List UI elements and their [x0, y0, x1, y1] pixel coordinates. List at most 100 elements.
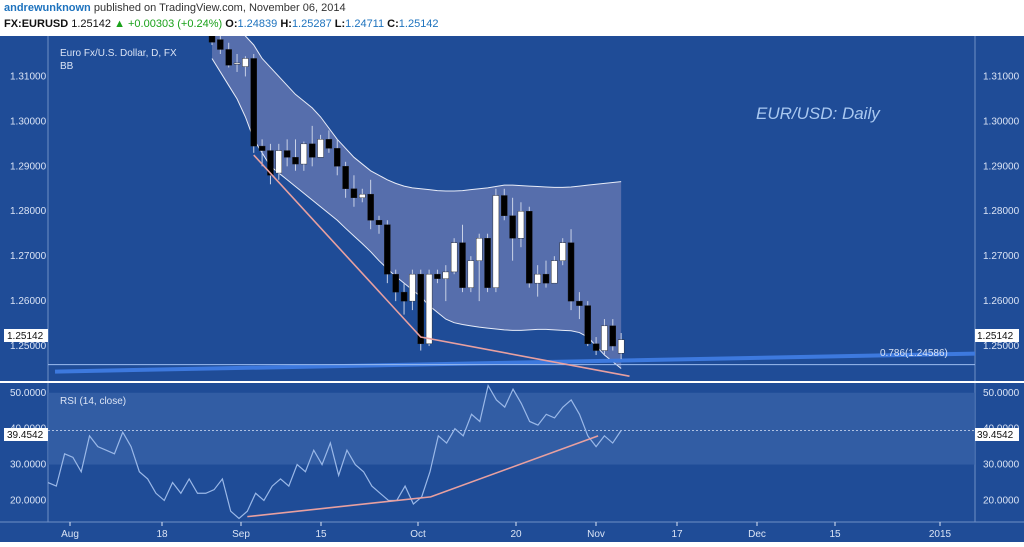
candle-down [501, 195, 508, 216]
candle-up [492, 195, 500, 288]
time-tick-label: Dec [748, 529, 766, 540]
candle-down [459, 242, 466, 288]
price-tick-right: 1.25000 [983, 341, 1020, 352]
candle-down [567, 242, 575, 302]
price-tick-left: 1.31000 [10, 71, 47, 82]
chart-canvas[interactable]: 1.31000 1.31000 1.30000 1.30000 1.29000 1.290… [0, 15, 1024, 542]
price-tick-left: 1.30000 [10, 116, 47, 127]
price-tick-right: 1.30000 [983, 116, 1020, 127]
price-tick-right: 1.27000 [983, 251, 1020, 262]
candle-down [384, 224, 391, 275]
candle-down [292, 157, 299, 165]
bollinger-band-fill [212, 15, 622, 369]
fib-level-label: 0.786(1.24586) [880, 348, 948, 359]
chart-frame[interactable]: 1.31000 1.31000 1.30000 1.30000 1.29000 1.290… [0, 15, 1024, 542]
time-tick-label: 17 [671, 529, 683, 540]
last-price-left: 1.25142 [7, 331, 44, 342]
candle-up [534, 273, 541, 284]
rsi-value-tag-left [4, 428, 48, 441]
candle-down [283, 150, 291, 158]
rsi-tick-left: 20.0000 [10, 495, 47, 506]
candle-down [576, 300, 583, 306]
time-tick-label: 20 [510, 529, 522, 540]
rsi-trendline [247, 435, 599, 518]
candle-down [267, 150, 274, 176]
author-link[interactable]: andrewunknown [4, 2, 91, 14]
candle-up [317, 139, 324, 158]
candle-down [609, 325, 616, 347]
candle-down [342, 166, 349, 189]
candle-up [517, 211, 525, 239]
close-label: C: [387, 18, 399, 30]
bollinger-lower-line [211, 58, 622, 369]
price-pane[interactable]: 1.31000 1.31000 1.30000 1.30000 1.29000 1.290… [0, 15, 1024, 522]
candle-down [367, 193, 374, 221]
rsi-pane[interactable]: 50.000050.000040.000040.000030.000030.00… [10, 383, 1020, 520]
candle-down [334, 148, 341, 167]
price-tick-left: 1.26000 [10, 296, 47, 307]
candle-up [559, 242, 566, 261]
candle-up [242, 58, 249, 67]
rsi-value-right: 39.4542 [977, 430, 1014, 441]
candle-down [325, 139, 333, 149]
rsi-value-tag-right [975, 428, 1019, 441]
low-label: L: [334, 18, 346, 30]
candle-up [467, 260, 475, 288]
last-price-tag-left [4, 329, 48, 342]
time-tick-label: Nov [587, 529, 605, 540]
candle-down [542, 273, 550, 284]
bollinger-upper-line [211, 15, 622, 192]
publish-line: andrewunknown published on TradingView.c… [4, 2, 346, 14]
candle-down [208, 34, 216, 43]
time-tick-label: Oct [410, 529, 426, 540]
open-label: O: [225, 18, 238, 30]
high-value: 1.25287 [291, 18, 332, 30]
chart-annotation: EUR/USD: Daily [756, 104, 881, 123]
candle-down [509, 215, 516, 239]
time-tick-label: 15 [829, 529, 841, 540]
candle-down [225, 49, 232, 66]
price-tick-right: 1.31000 [983, 71, 1020, 82]
rsi-tick-left: 30.0000 [10, 460, 47, 471]
candle-up [442, 271, 449, 279]
rsi-tick-right: 20.0000 [983, 495, 1020, 506]
last-price-tag-right [975, 329, 1019, 342]
candle-down [417, 273, 424, 345]
candle-up [275, 150, 282, 174]
symbol-label: FX:EURUSD [4, 18, 69, 30]
close-value: 1.25142 [398, 18, 439, 30]
candle-up [300, 143, 308, 165]
candle-up [476, 238, 483, 261]
price-change: ▲ +0.00303 (+0.24%) [114, 18, 223, 30]
indicator-label: BB [60, 61, 74, 72]
price-tick-right: 1.26000 [983, 296, 1020, 307]
price-tick-left: 1.27000 [10, 251, 47, 262]
candle-up [617, 339, 625, 354]
time-tick-label: 18 [156, 529, 168, 540]
rsi-line [47, 383, 622, 520]
candle-up [425, 273, 433, 345]
price-trendline [253, 154, 630, 377]
candle-down [526, 211, 533, 284]
candle-down [258, 145, 266, 151]
time-axis[interactable]: Aug 18 Sep 15 Oct 20 Nov 17 Dec 15 2015 [0, 521, 1024, 540]
candle-up [450, 242, 458, 273]
open-value: 1.24839 [237, 18, 278, 30]
time-tick-label: 2015 [929, 529, 952, 540]
candle-down [309, 143, 316, 158]
rsi-value-left: 39.4542 [7, 430, 44, 441]
price-tick-right: 1.28000 [983, 206, 1020, 217]
candle-down [484, 238, 491, 288]
candle-down [592, 343, 600, 351]
low-value: 1.24711 [345, 18, 385, 30]
candle-down [217, 39, 224, 50]
candle-down [350, 188, 358, 198]
rsi-tick-right: 50.0000 [983, 388, 1020, 399]
candle-down [375, 220, 383, 225]
candle-down [392, 273, 399, 293]
candle-up [359, 193, 366, 198]
ohlc-line: FX:EURUSD 1.25142 ▲ +0.00303 (+0.24%) O:… [4, 18, 439, 30]
main-chart-title: Euro Fx/U.S. Dollar, D, FX [60, 48, 177, 59]
candle-down [250, 58, 257, 147]
rsi-tick-right: 30.0000 [983, 460, 1020, 471]
